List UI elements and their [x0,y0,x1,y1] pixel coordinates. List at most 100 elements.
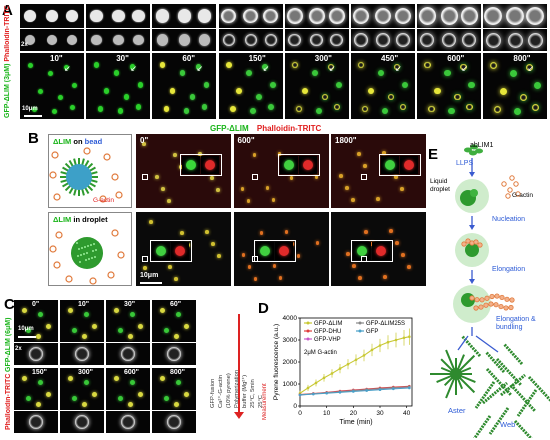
panel-b-inset [379,154,421,176]
data-point [378,388,382,392]
series-line [299,336,410,394]
panel-b-inset [180,154,222,176]
data-point [392,387,395,391]
panel-b-label: B [28,130,39,147]
panel-e-diagram [430,144,550,438]
web-icon [460,334,550,438]
data-point [325,391,328,395]
panel-b-roi [361,174,367,180]
panel-c-zoom-frame [60,411,104,433]
panel-b-inset [351,240,393,262]
panel-c-zoom-frame [60,343,104,365]
panel-b-frame [331,212,426,286]
panel-a-time: 800" [513,54,531,63]
elongation-label: Elongation [492,266,526,273]
arrow-icon: ↙ [395,64,402,73]
protocol-line: buffer (Mg²⁺) [242,374,248,408]
bead-title-dlim: ΔLIM [53,137,72,146]
data-point [312,392,315,396]
data-point [386,340,390,344]
panel-b-frame: 0" [136,134,231,208]
panel-c-frame: 10" [60,300,104,342]
data-point [352,390,355,393]
panel-b-title-green: GFP-ΔLIM [210,124,249,133]
bead-illustration [49,147,123,203]
panel-b-inset-green [381,156,399,174]
panel-a-scalebar [24,115,42,117]
bead-gactin-label: G-actin [93,197,114,204]
panel-b-time: 0" [140,136,149,145]
panel-a-color-frame [152,53,217,119]
data-point [298,393,302,397]
arrow-icon: ↙ [527,64,535,73]
x-axis-label: Time (min) [339,419,372,426]
arrow-icon: ↙ [262,64,270,73]
panel-a-mid-frame [86,29,151,51]
x-tick-label: 10 [323,410,331,417]
web-label: Web [500,420,516,429]
panel-a-color-frame [417,53,482,119]
panel-b-frame [136,212,231,286]
panel-b-inset-red [171,242,189,260]
y-axis-label: Pyrene fluorescence (a.u.) [273,324,280,400]
panel-b-inset-red [372,242,390,260]
bead-title-bead: bead [84,137,103,146]
llps-label: LLPS [456,160,474,167]
panel-a-time: 60" [182,54,196,63]
nucleation-label: Nucleation [492,216,526,223]
panel-a-ylabel-red: Phalloidin-TRITC [4,5,11,62]
panel-a-color-frame [218,53,283,119]
ablim-label: abLIM1 [470,142,494,149]
legend-label: GFP-DHU [314,329,341,335]
panel-b-inset-green [255,242,274,260]
data-point [330,372,334,375]
panel-c-time: 30" [124,301,136,308]
y-tick-label: 2000 [283,359,298,366]
panel-a-ylabel: GFP-ΔLIM (3μM) Phalloidin-TRITC [4,5,11,118]
bead-icon [66,164,92,190]
panel-c-zoom-frame [152,343,196,365]
legend-label: GFP-ΔLIM [314,321,342,327]
panel-c-ylabel: Phalloidin-TRITC GFP-ΔLIM (6μM) [5,312,12,430]
panel-b-title: GFP-ΔLIM Phalloidin-TRITC [210,124,321,133]
panel-b-inset-green [182,156,200,174]
protocol-text: GFP-fusion Ca²⁺-G-actin (10% pyrene) Polyme… [208,310,272,420]
y-tick-label: 1000 [283,381,298,388]
panel-a-top-frame [86,4,151,28]
liquid-droplet-label: Liquid droplet [430,178,450,193]
panel-c-zoom-frame [106,411,150,433]
panel-c-frame: 60" [152,300,196,342]
protocol-arrow-line [238,314,240,414]
data-point [306,386,310,390]
panel-a-mid-frame [483,29,548,51]
panel-b-inset [277,154,320,176]
pyrene-chart: 0 1000 2000 3000 4000 0 10 20 30 40 Time (min) Pyre… [273,315,413,426]
panel-c-zoom-frame [106,343,150,365]
panel-c-frame: 800" [152,368,196,410]
panel-b-time: 1800" [335,136,357,145]
panel-c-scalebar [18,336,36,338]
protocol-line: Ca²⁺-G-actin [218,374,224,408]
panel-a-time: 30" [116,54,129,63]
data-point [378,344,382,347]
data-point [408,386,411,390]
arrow-icon: ↙ [461,64,468,73]
panel-c-frame: 150" [14,368,58,410]
panel-b-frame [233,212,329,286]
elong-bundling-label: Elongation & bundling [496,316,536,331]
panel-c-time: 300" [78,369,93,376]
legend-label: GFP [366,329,378,335]
panel-a-time: 150" [248,54,266,63]
panel-c-zoom: 2x [15,346,22,352]
droplet-title-rest: in droplet [71,215,108,224]
panel-c-time: 10" [78,301,90,308]
panel-b-frame: 1800" [331,134,426,208]
aster-label: Aster [448,406,466,415]
data-point [346,362,350,366]
bead-schematic-title: ΔLIM on bead [53,137,102,146]
panel-a-label: A [2,2,13,19]
panel-a-top-frame [152,4,217,28]
legend-label: GFP-ΔLIM25S [366,321,405,327]
panel-b-inset-red [400,156,418,174]
panel-b-roi [361,256,367,262]
